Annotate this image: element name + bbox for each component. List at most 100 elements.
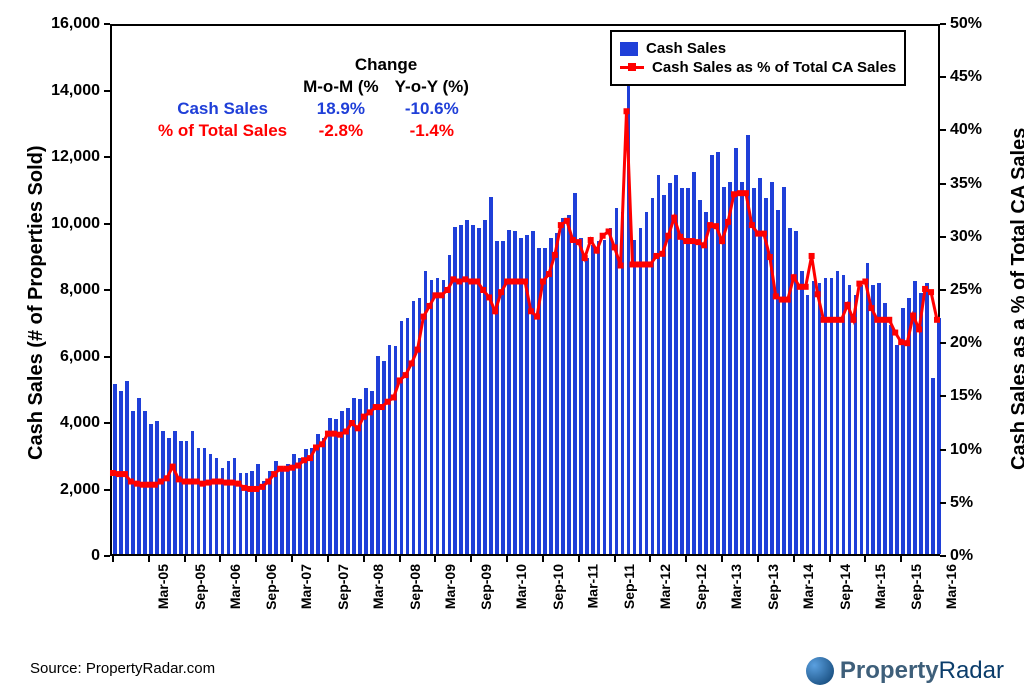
bar (615, 208, 619, 554)
bar (931, 378, 935, 554)
bar (358, 399, 362, 554)
x-tick: Mar-15 (872, 564, 888, 609)
legend-label-bar: Cash Sales (646, 40, 726, 57)
x-tick: Mar-06 (227, 564, 243, 609)
bar (537, 248, 541, 554)
bar (686, 188, 690, 554)
x-tick: Mar-10 (513, 564, 529, 609)
chart-legend: Cash Sales Cash Sales as % of Total CA S… (610, 30, 906, 86)
bar (155, 421, 159, 554)
bar (149, 424, 153, 554)
bar (137, 398, 141, 554)
bar (704, 212, 708, 554)
bar (585, 258, 589, 554)
bar (728, 182, 732, 554)
bar (830, 278, 834, 554)
bar (161, 431, 165, 554)
bar (919, 293, 923, 554)
y-left-tick: 16,000 (40, 15, 100, 33)
bar (388, 345, 392, 554)
bar (268, 471, 272, 554)
bar (519, 238, 523, 554)
globe-icon (806, 657, 834, 685)
bar (603, 240, 607, 554)
bar (340, 411, 344, 554)
bar (131, 411, 135, 554)
bar (185, 441, 189, 554)
bar (848, 285, 852, 554)
bar (621, 212, 625, 554)
bar (328, 418, 332, 554)
bar (716, 152, 720, 554)
y-left-tick: 2,000 (40, 481, 100, 499)
bar (298, 458, 302, 554)
bar (901, 308, 905, 554)
bar (674, 175, 678, 554)
x-tick: Mar-16 (943, 564, 959, 609)
bar (597, 241, 601, 554)
bar (692, 172, 696, 554)
bar (698, 200, 702, 554)
bar (895, 345, 899, 554)
bar (740, 182, 744, 554)
bar (842, 275, 846, 554)
x-tick: Sep-09 (478, 564, 494, 610)
bar (489, 197, 493, 554)
x-tick: Sep-12 (693, 564, 709, 610)
brand-text-1: Property (840, 657, 939, 685)
x-tick: Mar-11 (584, 564, 600, 608)
bar (824, 278, 828, 554)
bar (854, 295, 858, 554)
y-right-tick: 15% (950, 387, 982, 405)
change-title: Change (295, 54, 477, 76)
bar (800, 271, 804, 554)
bar (286, 464, 290, 554)
bar (788, 228, 792, 554)
bar (657, 175, 661, 554)
bar (376, 356, 380, 554)
bar (310, 448, 314, 554)
bar (221, 468, 225, 554)
bar (436, 278, 440, 554)
x-tick: Mar-12 (657, 564, 673, 609)
bar (531, 231, 535, 554)
bar (280, 468, 284, 554)
bar (173, 431, 177, 554)
bar (406, 318, 410, 554)
x-tick: Mar-08 (370, 564, 386, 609)
bar (394, 346, 398, 554)
y-left-tick: 10,000 (40, 215, 100, 233)
bar (459, 225, 463, 554)
bar (292, 454, 296, 554)
bar (197, 448, 201, 554)
bar (794, 231, 798, 554)
y-left-tick: 14,000 (40, 82, 100, 100)
change-row-label: Cash Sales (150, 98, 295, 120)
change-col-mom: M-o-M (% (295, 76, 387, 98)
bar (513, 231, 517, 554)
bar (477, 228, 481, 554)
bar (549, 238, 553, 554)
bar (913, 281, 917, 554)
y-right-tick: 50% (950, 15, 982, 33)
bar (609, 228, 613, 554)
bar (662, 195, 666, 554)
bar (555, 233, 559, 554)
bar (776, 210, 780, 554)
bar (573, 193, 577, 554)
bar (877, 283, 881, 554)
bar (453, 227, 457, 555)
y-axis-label-left: Cash Sales (# of Properties Sold) (25, 145, 48, 460)
bar (758, 178, 762, 554)
y-axis-label-right: Cash Sales as a % of Total CA Sales (1008, 128, 1024, 470)
bar (262, 481, 266, 554)
y-right-tick: 25% (950, 281, 982, 299)
bar (412, 301, 416, 554)
bar (591, 245, 595, 554)
bar (525, 235, 529, 554)
x-tick: Sep-15 (908, 564, 924, 610)
bar (866, 263, 870, 554)
y-right-tick: 5% (950, 494, 973, 512)
x-tick: Sep-14 (837, 564, 853, 610)
bar (770, 182, 774, 554)
